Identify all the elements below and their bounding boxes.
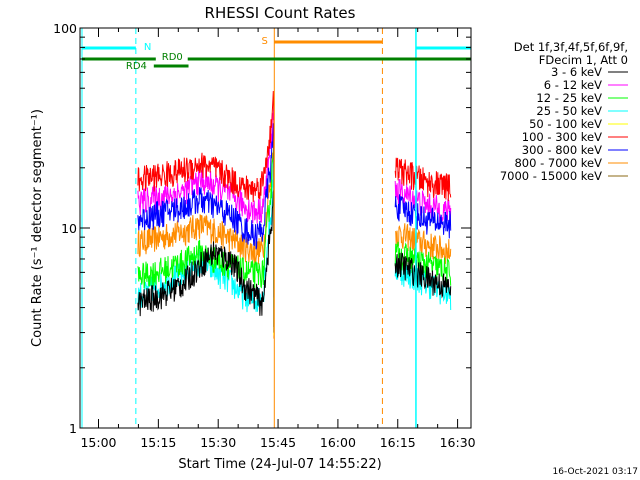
axis-layer: 15:00 15:15 15:30 15:45 16:00 16:15 16:30 1 10 10…	[53, 21, 476, 450]
data-layer	[137, 90, 452, 339]
x-tick-label: 15:45	[260, 435, 296, 450]
legend-entry-label: 50 - 100 keV	[529, 117, 602, 131]
attenuator-label-rd4: RD4	[126, 61, 147, 72]
attenuator-label-rd0: RD0	[162, 52, 183, 63]
legend-entry-label: 300 - 800 keV	[522, 143, 602, 157]
series-line-7-post	[394, 223, 452, 264]
legend-entry-label: 800 - 7000 keV	[514, 156, 602, 170]
x-tick-label: 16:15	[380, 435, 416, 450]
chart-title: RHESSI Count Rates	[205, 4, 356, 22]
attenuator-label-s: S	[262, 36, 268, 47]
y-axis-label: Count Rate (s⁻¹ detector segment⁻¹)	[30, 109, 45, 347]
series-line-0-post	[394, 252, 452, 299]
y-tick-label: 100	[53, 21, 77, 36]
attenuator-label-n: N	[144, 42, 151, 53]
generation-timestamp: 16-Oct-2021 03:17	[553, 467, 638, 477]
legend-entry-label: 3 - 6 keV	[551, 65, 602, 79]
x-tick-label: 16:00	[320, 435, 356, 450]
legend-header-1: Det 1f,3f,4f,5f,6f,9f,	[514, 40, 628, 54]
x-tick-label: 15:30	[200, 435, 236, 450]
x-tick-label: 15:00	[80, 435, 116, 450]
y-tick-label: 10	[61, 221, 77, 236]
x-axis-label: Start Time (24-Jul-07 14:55:22)	[178, 457, 381, 472]
y-tick-label: 1	[69, 421, 77, 436]
series-line-6-post	[394, 194, 452, 239]
legend-entry-label: 100 - 300 keV	[522, 130, 602, 144]
series-line-5-post	[394, 157, 452, 202]
legend-entry-label: 6 - 12 keV	[544, 78, 602, 92]
legend-header-2: FDecim 1, Att 0	[539, 53, 628, 67]
series-line-2-post	[394, 241, 452, 286]
x-tick-label: 15:15	[140, 435, 176, 450]
legend: Det 1f,3f,4f,5f,6f,9f, FDecim 1, Att 0 3…	[500, 40, 628, 183]
legend-entry-label: 7000 - 15000 keV	[500, 169, 602, 183]
legend-entry-label: 12 - 25 keV	[536, 91, 602, 105]
legend-entry-label: 25 - 50 keV	[536, 104, 602, 118]
x-tick-label: 16:30	[440, 435, 476, 450]
